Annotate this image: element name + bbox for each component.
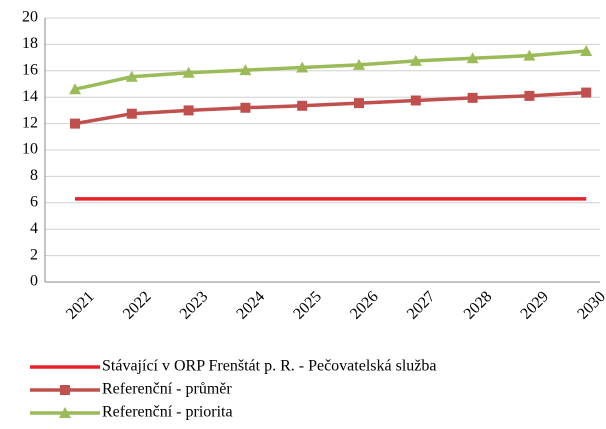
marker xyxy=(297,100,308,111)
y-tick-label: 4 xyxy=(30,220,38,237)
x-tick-label: 2025 xyxy=(290,288,325,323)
x-tick-label: 2030 xyxy=(574,288,606,323)
x-tick-label: 2027 xyxy=(404,288,439,323)
marker xyxy=(466,52,479,64)
marker xyxy=(183,105,194,116)
x-tick-label: 2024 xyxy=(233,288,268,323)
x-tick-label: 2022 xyxy=(120,288,155,323)
marker xyxy=(410,95,421,106)
y-tick-label: 2 xyxy=(30,246,38,263)
marker xyxy=(70,118,80,129)
marker xyxy=(580,45,593,56)
marker xyxy=(296,61,309,73)
x-tick-label: 2026 xyxy=(347,288,382,323)
marker xyxy=(60,385,70,395)
x-tick-label: 2029 xyxy=(517,288,552,323)
marker xyxy=(126,108,137,119)
y-tick-label: 10 xyxy=(22,141,38,158)
y-tick-label: 18 xyxy=(22,35,38,52)
marker xyxy=(125,70,138,82)
marker xyxy=(354,98,364,109)
marker xyxy=(409,54,422,66)
y-tick-label: 8 xyxy=(30,167,38,184)
y-tick-label: 6 xyxy=(30,193,38,210)
y-tick-label: 14 xyxy=(22,88,38,105)
x-tick-label: 2028 xyxy=(461,288,496,323)
legend-label: Stávající v ORP Frenštát p. R. - Pečovat… xyxy=(102,358,436,375)
y-tick-label: 0 xyxy=(30,273,38,290)
series-line xyxy=(74,49,587,91)
marker xyxy=(182,66,195,78)
y-tick-label: 12 xyxy=(22,114,38,131)
marker xyxy=(467,92,478,103)
y-tick-label: 20 xyxy=(22,9,38,26)
y-tick-label: 16 xyxy=(22,61,38,78)
marker xyxy=(523,49,536,61)
marker xyxy=(581,87,592,98)
marker xyxy=(69,83,81,95)
marker xyxy=(239,64,252,76)
x-tick-label: 2023 xyxy=(177,288,212,323)
marker xyxy=(59,407,71,418)
legend-label: Referenční - priorita xyxy=(102,404,233,421)
marker xyxy=(524,90,535,101)
marker xyxy=(353,58,365,70)
series-line xyxy=(74,90,587,126)
x-tick-label: 2021 xyxy=(63,288,98,323)
legend-label: Referenční - průměr xyxy=(102,381,232,398)
marker xyxy=(240,102,251,113)
